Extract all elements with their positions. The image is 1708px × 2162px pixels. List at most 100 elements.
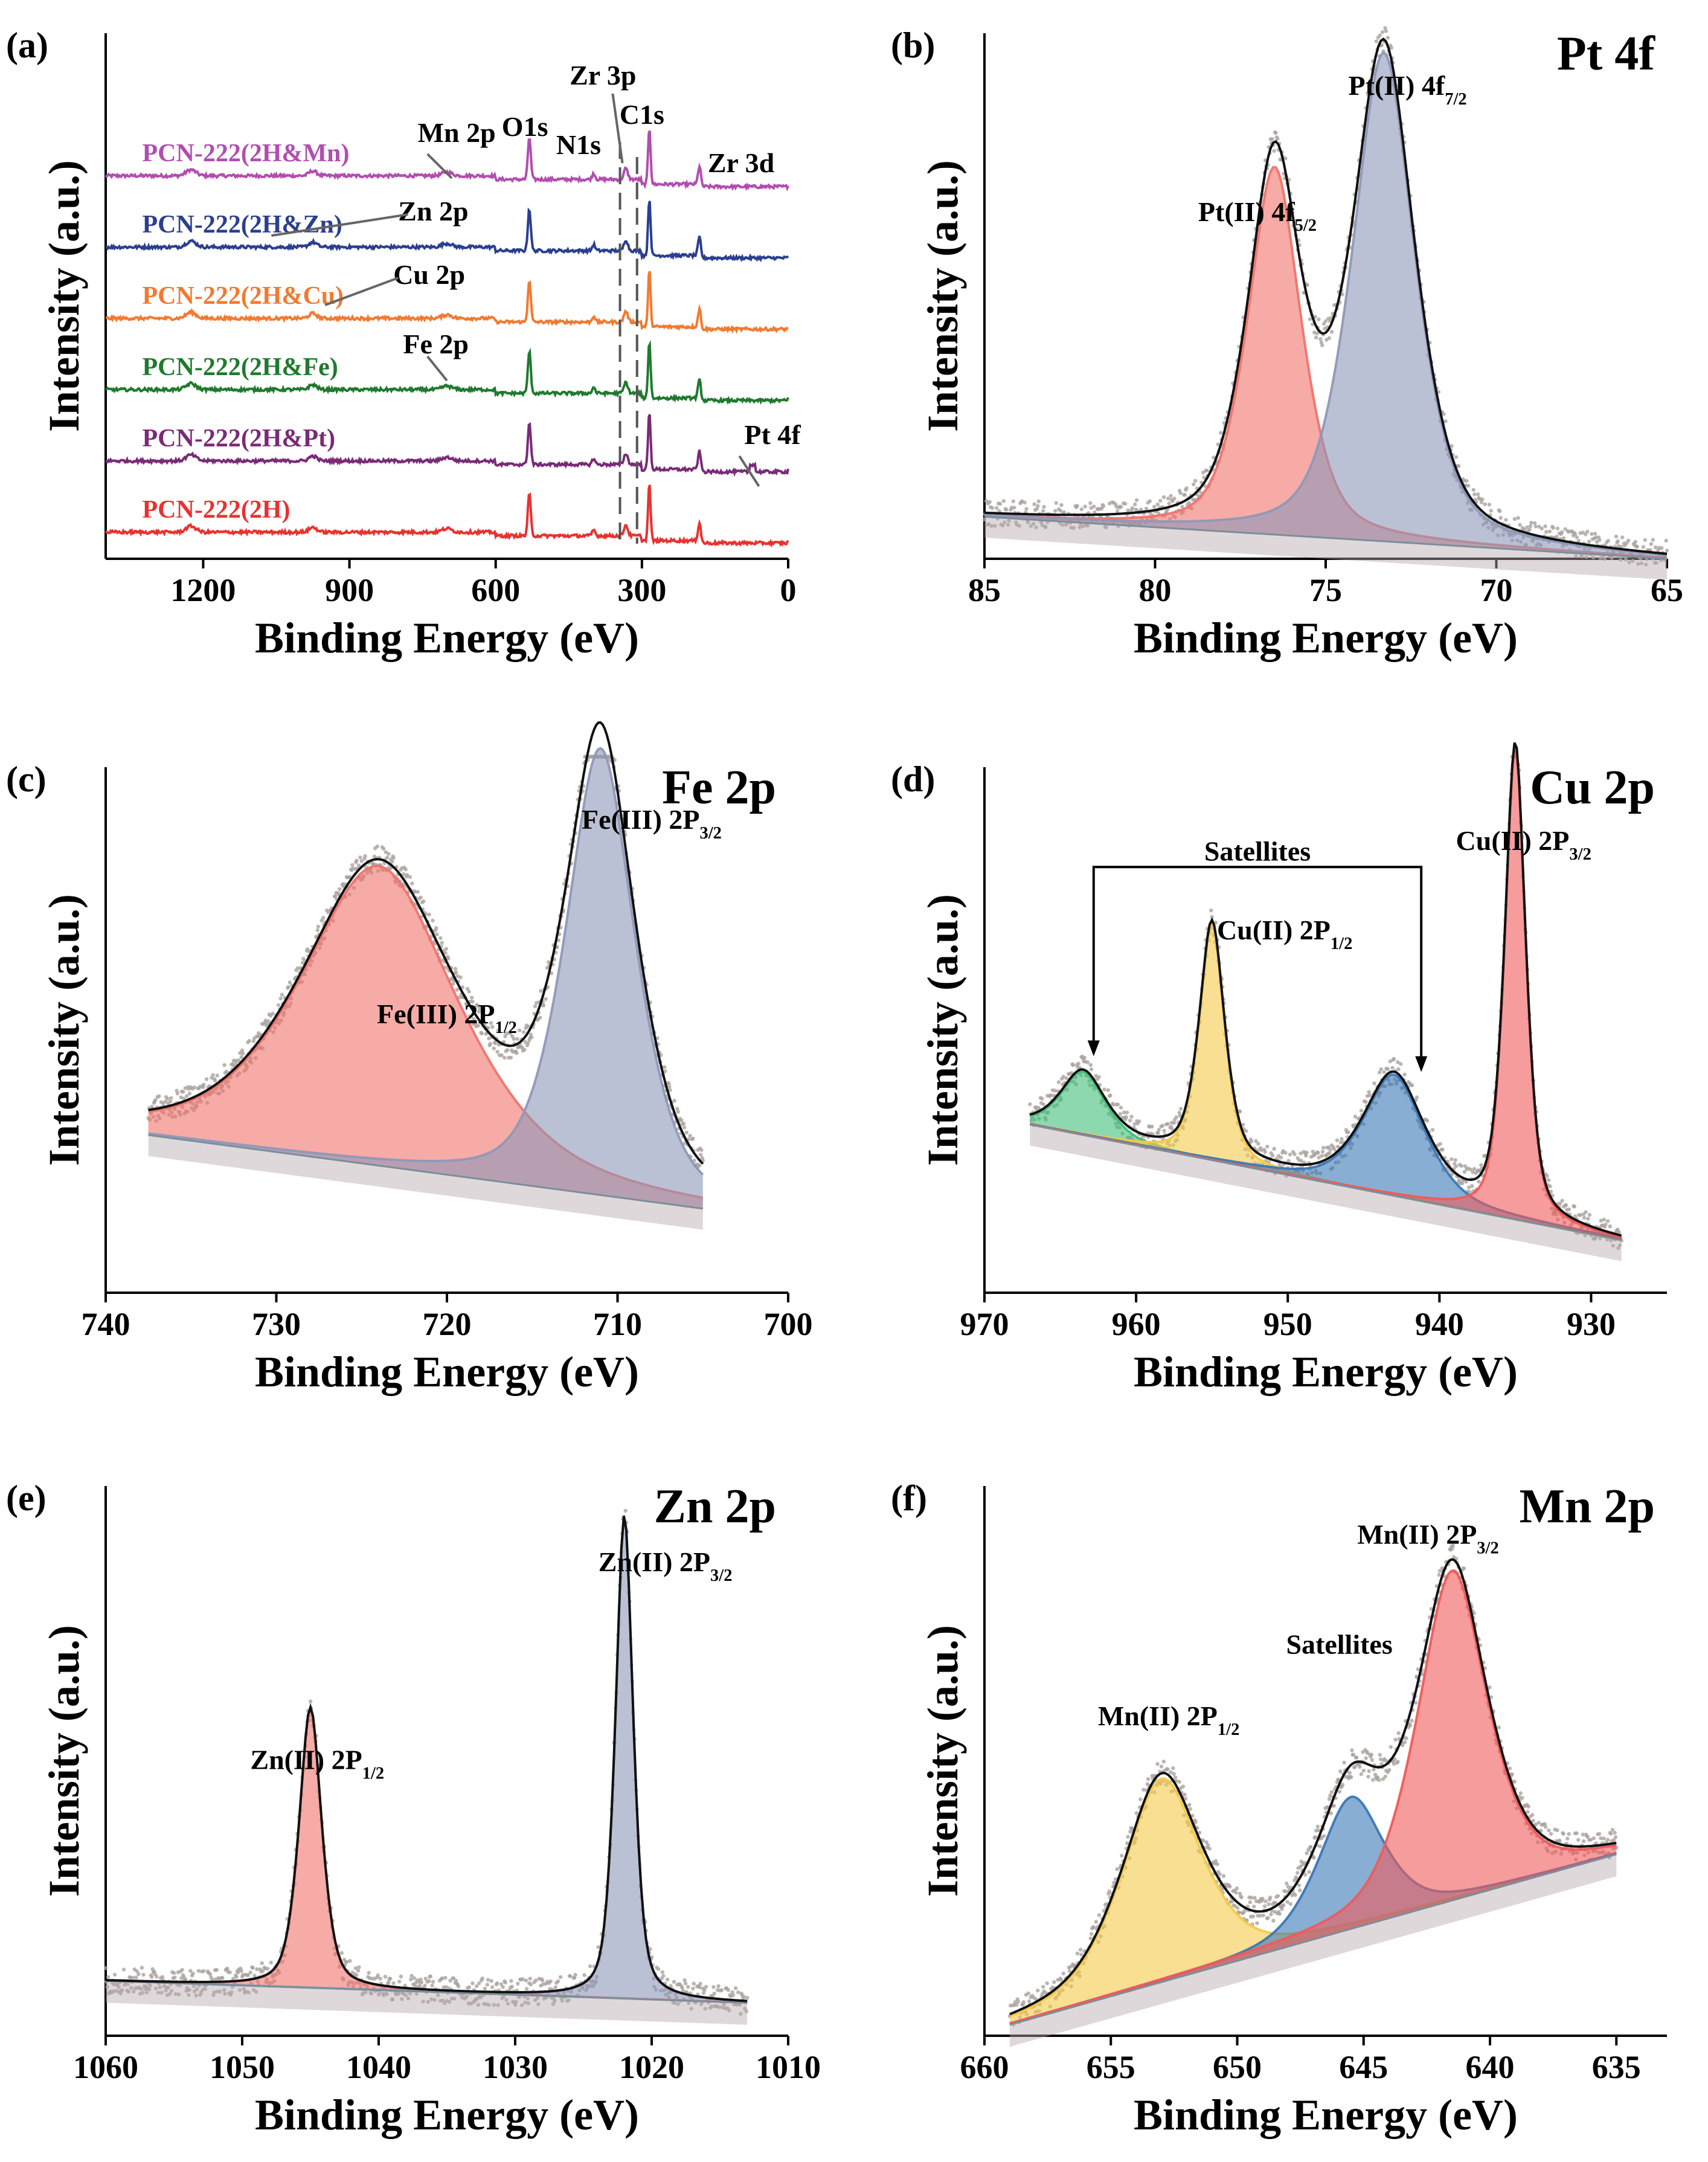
data-point (1071, 526, 1076, 530)
data-point (1563, 527, 1568, 532)
data-point (1597, 1832, 1602, 1836)
data-point (475, 1984, 479, 1989)
data-point (1470, 1184, 1474, 1188)
data-point (521, 1030, 526, 1034)
data-point (1132, 1122, 1137, 1127)
data-point (1307, 1870, 1311, 1874)
data-point (1044, 525, 1048, 529)
peak-fill-1 (1009, 1797, 1617, 2025)
data-point (1228, 1885, 1232, 1889)
data-point (1340, 292, 1344, 297)
data-point (1649, 542, 1654, 546)
data-point (1560, 530, 1564, 535)
data-point (1017, 524, 1022, 528)
data-point (1190, 1813, 1195, 1818)
data-point (409, 1977, 413, 1981)
data-point (1138, 1797, 1143, 1801)
data-point (1379, 1067, 1383, 1072)
data-point (358, 855, 362, 860)
x-tick-label: 1050 (210, 2049, 275, 2085)
data-point (1457, 464, 1461, 468)
data-point (549, 971, 554, 976)
peak-fill-1 (148, 748, 703, 1209)
data-point (676, 1110, 680, 1114)
data-point (1626, 538, 1631, 543)
data-point (1549, 1832, 1553, 1836)
panel-title: Zn 2p (654, 1480, 776, 1533)
data-point (1093, 510, 1097, 515)
data-point (1388, 1059, 1392, 1064)
data-point (528, 1977, 532, 1981)
data-point (350, 863, 355, 867)
data-point (1270, 137, 1274, 141)
data-point (731, 1993, 736, 1997)
data-point (508, 1031, 512, 1035)
data-point (1580, 554, 1584, 559)
data-point (1353, 1765, 1357, 1769)
data-point (1450, 1157, 1454, 1162)
data-point (1067, 1969, 1072, 1974)
data-point (1392, 1057, 1396, 1061)
data-point (453, 967, 458, 971)
data-point (1651, 538, 1655, 542)
panel-title: Mn 2p (1520, 1480, 1655, 1533)
data-point (1546, 1178, 1551, 1182)
data-point (382, 846, 386, 851)
data-point (419, 895, 423, 899)
data-point (470, 999, 475, 1004)
data-point (1364, 1756, 1368, 1760)
data-point (687, 2001, 691, 2006)
data-point (1468, 1190, 1472, 1194)
data-point (1530, 1813, 1535, 1817)
x-tick-label: 940 (1415, 1306, 1464, 1342)
data-point (1141, 1787, 1146, 1792)
data-point (1526, 1810, 1530, 1814)
data-point (132, 1989, 136, 1993)
x-tick-label: 930 (1567, 1306, 1616, 1342)
data-point (356, 1969, 361, 1973)
data-point (430, 1983, 434, 1988)
data-point (1172, 1772, 1176, 1776)
data-point (378, 1977, 382, 1981)
data-point (1276, 137, 1280, 141)
peak-label: Fe(III) 2P1/2 (377, 999, 517, 1037)
data-point (1155, 1761, 1160, 1766)
data-point (387, 852, 391, 856)
data-point (529, 1035, 534, 1040)
data-point (1587, 1212, 1592, 1217)
data-point (239, 1969, 243, 1973)
data-point (1204, 1840, 1209, 1844)
data-point (1075, 1951, 1080, 1955)
data-point (1507, 1766, 1512, 1771)
data-point (1555, 1828, 1559, 1833)
data-point (234, 1975, 239, 1979)
data-point (1315, 331, 1319, 336)
data-point (504, 1998, 509, 2002)
survey-line (104, 484, 789, 548)
x-tick-label: 900 (325, 572, 374, 608)
data-point (656, 1967, 661, 1971)
data-point (423, 1977, 428, 1981)
data-point (1582, 1839, 1586, 1844)
data-point (266, 1966, 270, 1971)
data-point (1088, 1936, 1093, 1940)
data-point (338, 887, 342, 892)
peak-label: Zn 2p (398, 196, 468, 227)
data-point (183, 1977, 188, 1981)
data-point (1393, 1737, 1398, 1742)
data-point (711, 1985, 716, 1989)
data-point (1578, 1213, 1583, 1217)
data-point (271, 1011, 275, 1016)
peak-line-1 (105, 1516, 748, 2003)
data-point (719, 1988, 724, 1992)
x-tick-label: 720 (423, 1306, 472, 1342)
data-point (1593, 532, 1597, 536)
data-point (1317, 317, 1321, 321)
data-point (418, 1983, 422, 1988)
data-point (1317, 1156, 1321, 1160)
data-point (1604, 1222, 1608, 1227)
data-point (1488, 1685, 1492, 1690)
data-point (355, 858, 359, 863)
survey-line (105, 271, 789, 335)
data-point (1636, 562, 1640, 566)
